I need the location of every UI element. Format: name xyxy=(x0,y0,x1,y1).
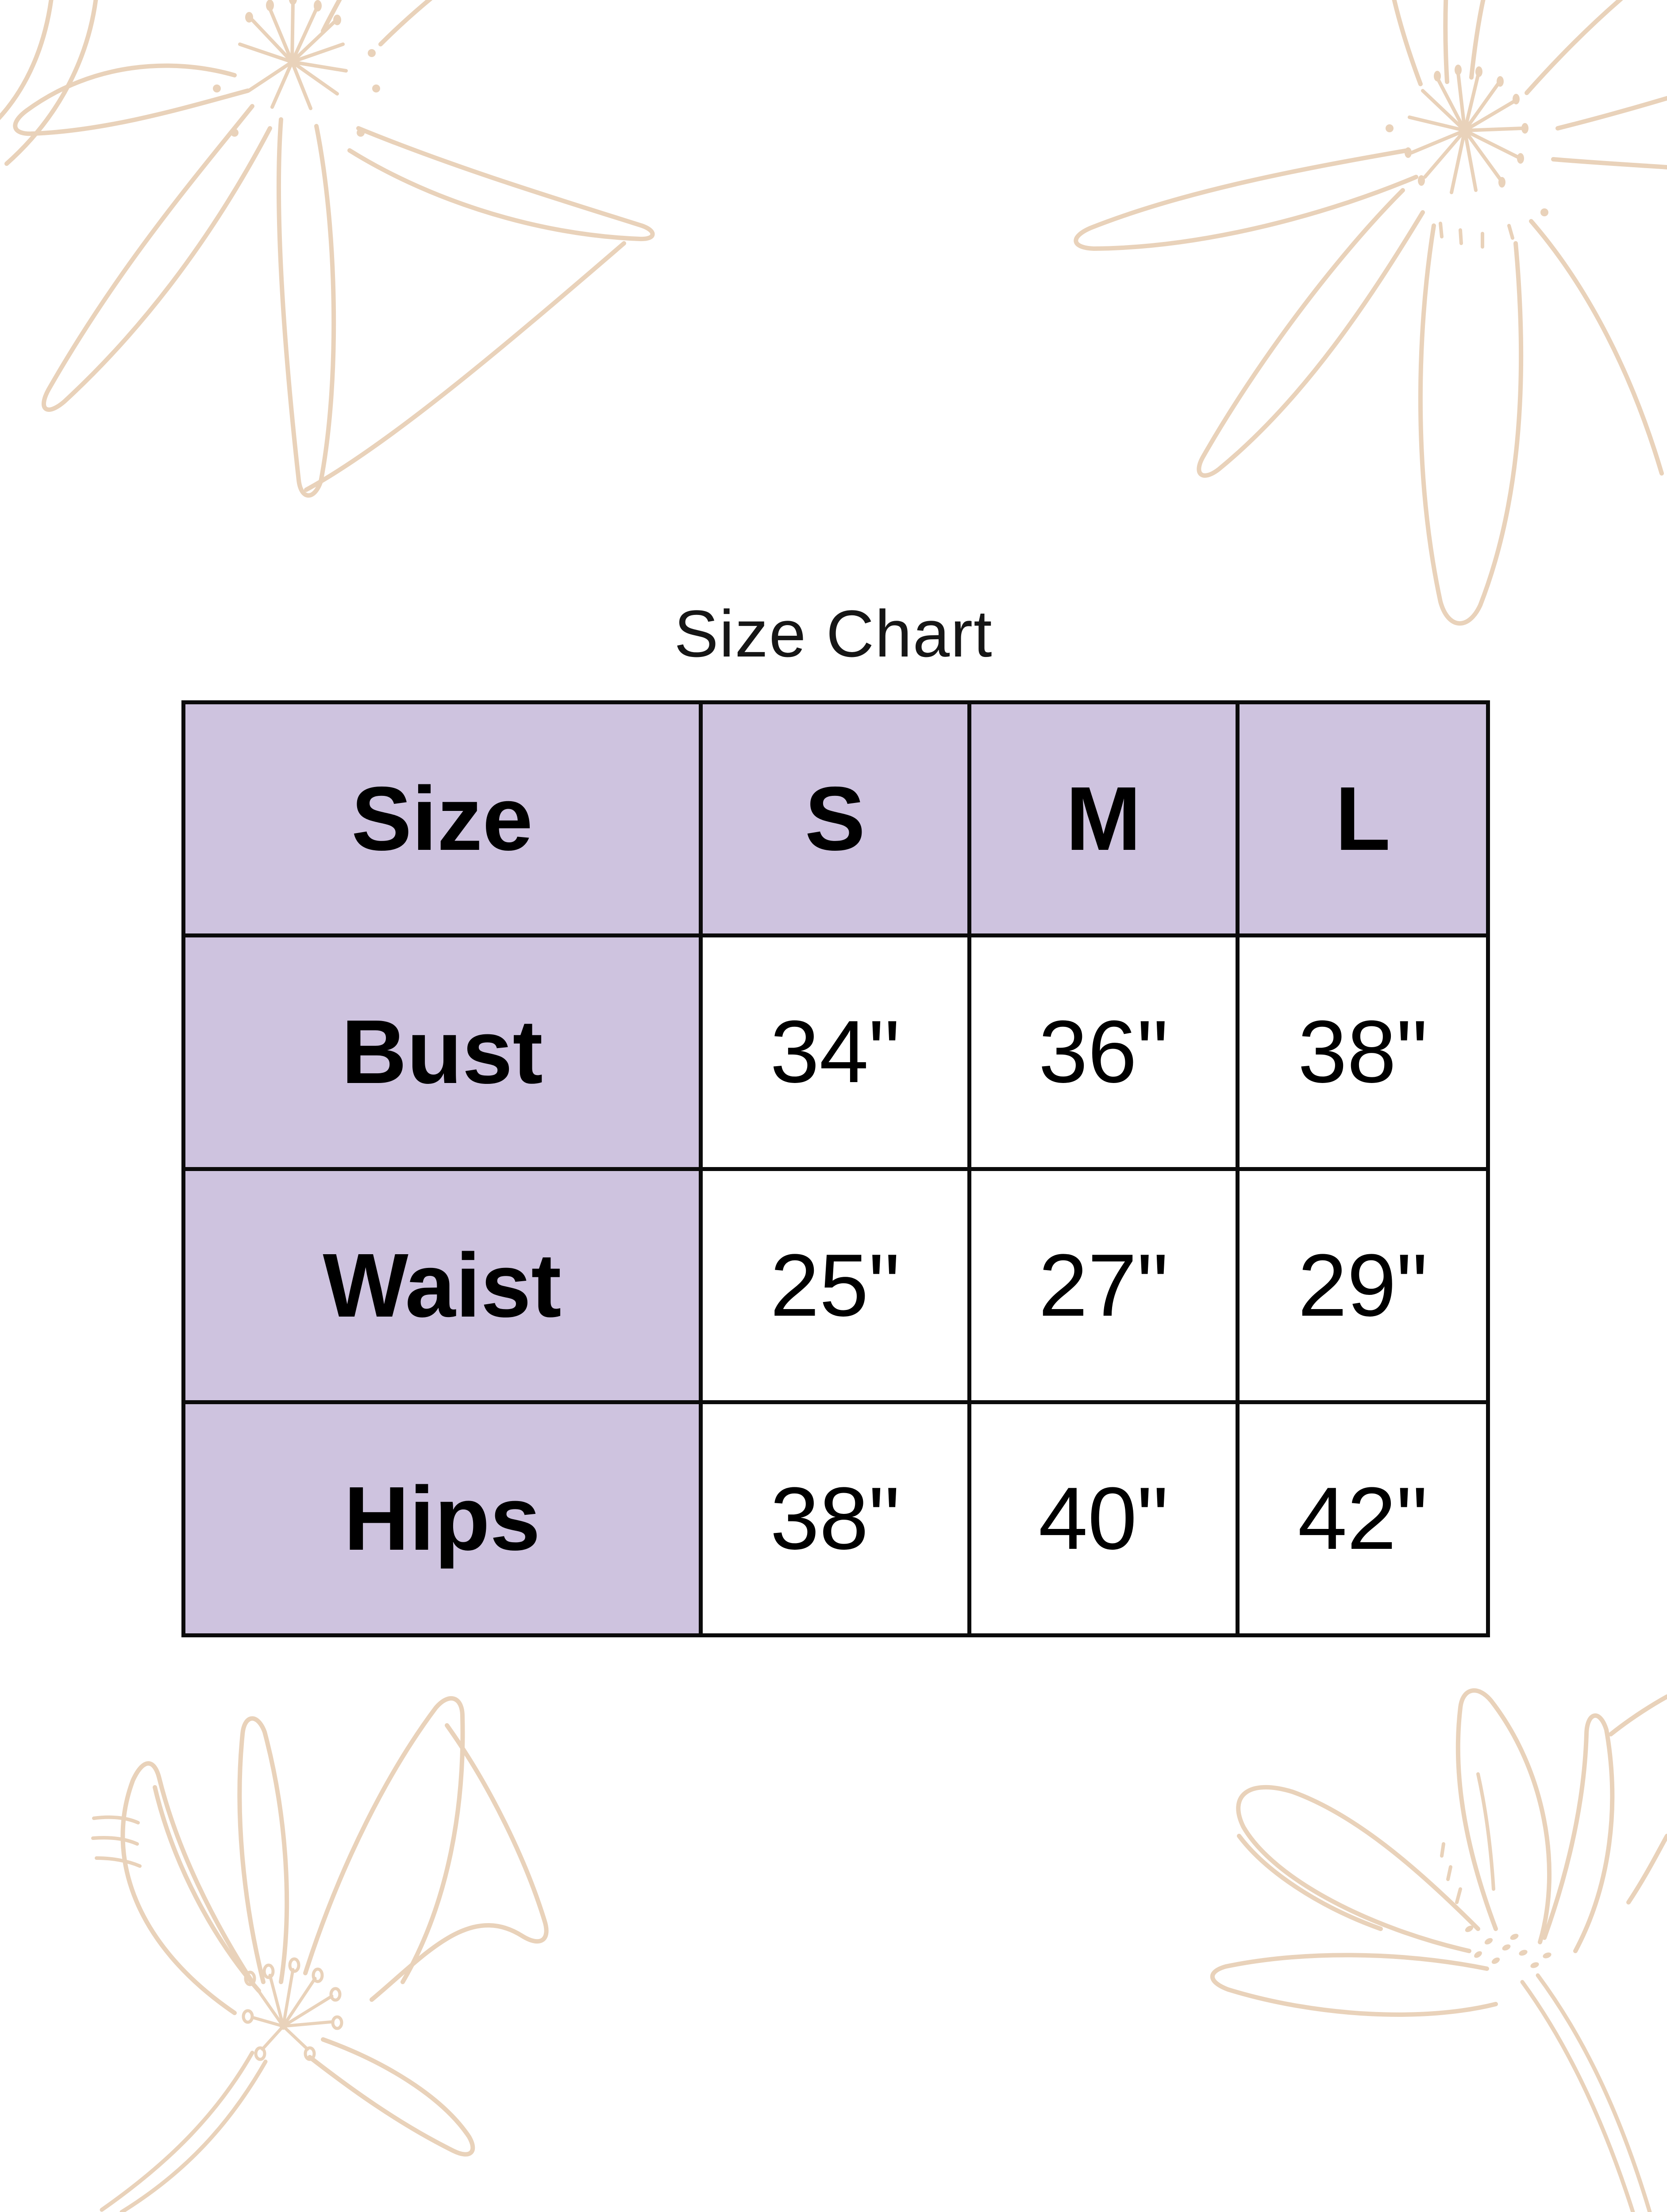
header-cell-s: S xyxy=(703,704,967,934)
flower-bottom-right-illustration xyxy=(1186,1681,1667,2212)
waist-s-value: 25" xyxy=(703,1171,967,1400)
row-label-bust: Bust xyxy=(185,937,699,1167)
waist-m-value: 27" xyxy=(971,1171,1236,1400)
waist-l-value: 29" xyxy=(1240,1171,1486,1400)
header-cell-size: Size xyxy=(185,704,699,934)
size-chart-table: Size S M L Bust 34" 36" 38" Waist 25" 27… xyxy=(181,700,1490,1637)
flower-bottom-left-illustration xyxy=(22,1672,580,2212)
bust-s-value: 34" xyxy=(703,937,967,1167)
header-cell-m: M xyxy=(971,704,1236,934)
hips-s-value: 38" xyxy=(703,1404,967,1633)
bust-l-value: 38" xyxy=(1240,937,1486,1167)
page-title: Size Chart xyxy=(674,596,993,671)
hips-l-value: 42" xyxy=(1240,1404,1486,1633)
bust-m-value: 36" xyxy=(971,937,1236,1167)
header-cell-l: L xyxy=(1240,704,1486,934)
row-label-waist: Waist xyxy=(185,1171,699,1400)
hips-m-value: 40" xyxy=(971,1404,1236,1633)
flower-top-right-illustration xyxy=(1040,0,1667,655)
row-label-hips: Hips xyxy=(185,1404,699,1633)
flower-top-left-illustration xyxy=(0,0,677,531)
